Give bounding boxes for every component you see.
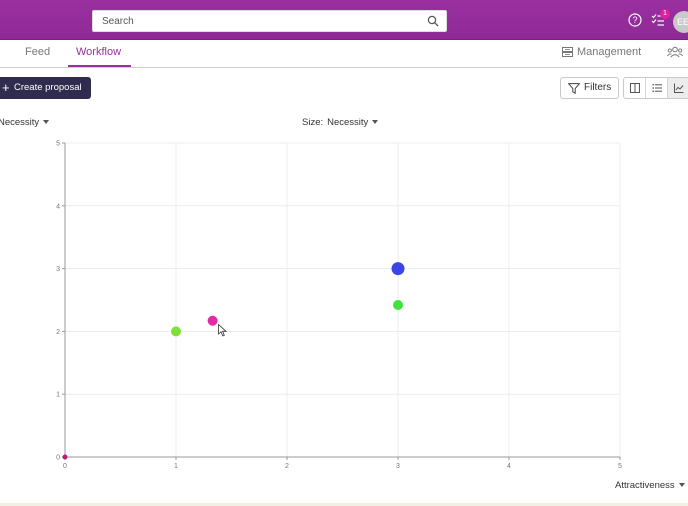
x-tick-label: 0 <box>63 463 67 470</box>
list-view-button[interactable] <box>646 78 668 98</box>
scatter-chart: 0 1 2 3 4 5 0 1 2 3 4 5 <box>56 141 622 471</box>
filter-icon <box>568 83 580 94</box>
search-input[interactable] <box>102 11 422 32</box>
create-proposal-button[interactable]: + Create proposal <box>0 77 91 99</box>
size-label: Size: <box>302 117 324 128</box>
x-axis-selector[interactable]: Attractiveness <box>615 480 685 491</box>
x-tick-label: 1 <box>174 463 178 470</box>
avatar[interactable]: EE <box>673 11 688 33</box>
filters-button[interactable]: Filters <box>560 77 619 99</box>
view-switcher <box>623 77 688 99</box>
active-tab-indicator <box>68 65 131 67</box>
filters-label: Filters <box>584 82 612 93</box>
mouse-cursor-icon <box>218 324 227 337</box>
y-tick-label: 4 <box>56 203 60 210</box>
chart-ticks: 0 1 2 3 4 5 0 1 2 3 4 5 <box>56 141 622 471</box>
search-icon[interactable] <box>427 15 439 27</box>
data-point <box>207 315 218 326</box>
data-point <box>171 326 181 337</box>
y-tick-label: 2 <box>56 329 60 336</box>
x-tick-label: 5 <box>618 463 622 470</box>
top-bar: ? 1 EE <box>0 0 688 40</box>
data-point <box>62 454 68 460</box>
x-axis-value: Attractiveness <box>615 480 675 491</box>
management-icon <box>562 47 573 57</box>
y-axis-value: Necessity <box>0 117 40 128</box>
y-axis-selector[interactable]: Necessity <box>0 117 50 128</box>
task-count-badge: 1 <box>660 9 670 19</box>
search-box[interactable] <box>92 10 447 32</box>
board-view-button[interactable] <box>624 78 646 98</box>
chevron-down-icon <box>678 483 685 488</box>
chart-grid <box>65 142 621 457</box>
chart-view-button[interactable] <box>668 78 688 98</box>
svg-text:?: ? <box>632 15 637 25</box>
x-tick-label: 3 <box>396 463 400 470</box>
data-point <box>391 262 405 276</box>
chevron-down-icon <box>43 120 50 125</box>
columns-icon <box>630 83 640 93</box>
tab-bar: Feed Workflow Management <box>0 40 688 68</box>
y-tick-label: 3 <box>56 266 60 273</box>
people-icon[interactable] <box>667 46 683 58</box>
tab-workflow[interactable]: Workflow <box>76 46 122 58</box>
plus-icon: + <box>2 80 10 95</box>
tab-feed[interactable]: Feed <box>25 46 51 58</box>
chart-icon <box>674 83 684 93</box>
size-value: Necessity <box>327 117 369 128</box>
create-proposal-label: Create proposal <box>14 82 82 93</box>
footer-strip <box>0 503 688 506</box>
management-label: Management <box>577 46 642 58</box>
chevron-down-icon <box>372 120 379 125</box>
y-tick-label: 1 <box>56 392 60 399</box>
x-tick-label: 2 <box>285 463 289 470</box>
list-icon <box>652 84 662 92</box>
y-tick-label: 5 <box>56 141 60 148</box>
data-point <box>393 300 403 311</box>
chart-axes <box>62 142 621 460</box>
size-selector[interactable]: Size: Necessity <box>302 117 379 128</box>
x-tick-label: 4 <box>507 463 511 470</box>
y-tick-label: 0 <box>56 455 60 462</box>
help-icon[interactable]: ? <box>628 13 642 27</box>
chart-points <box>62 262 405 460</box>
